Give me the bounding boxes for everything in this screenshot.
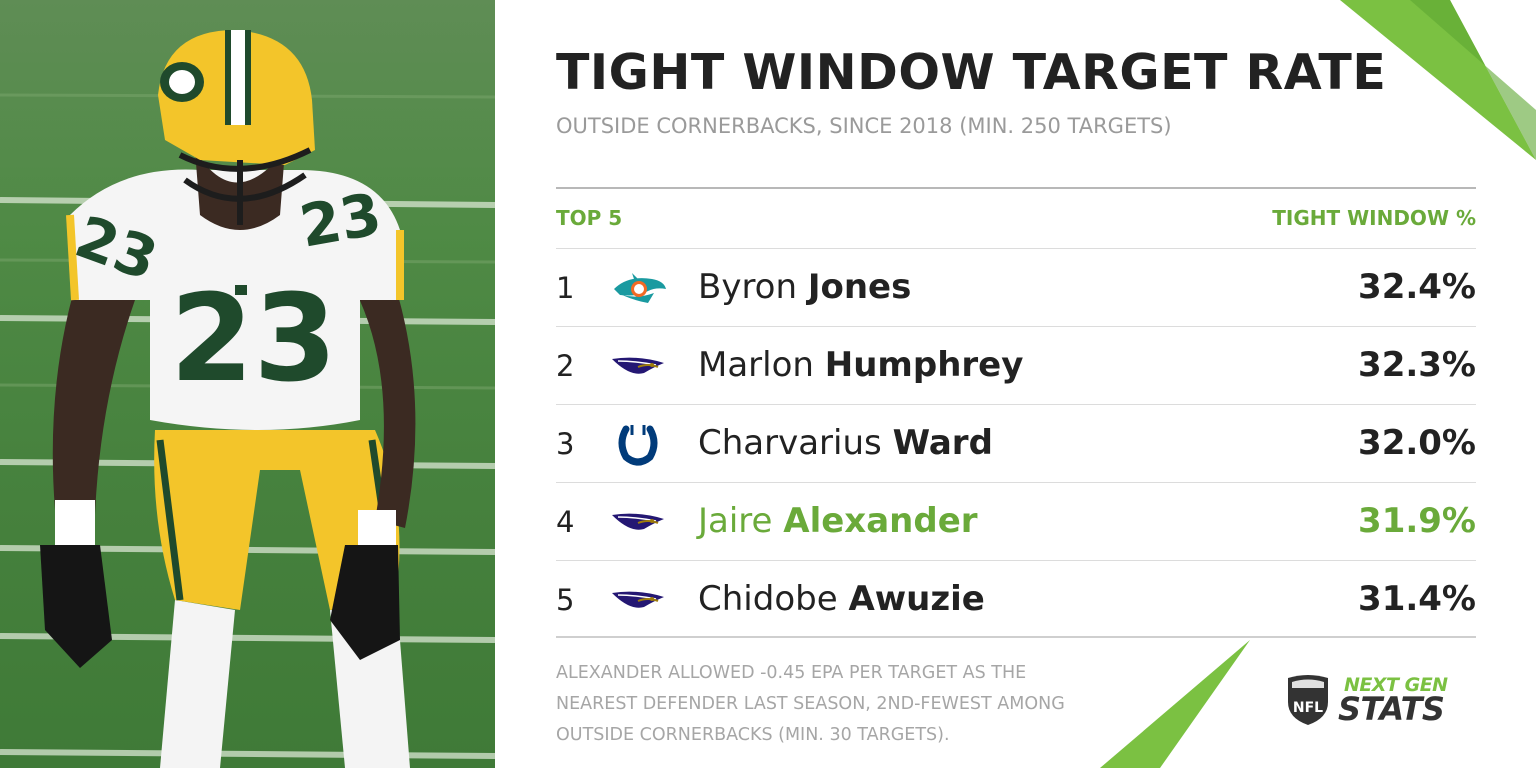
- player-photo-illustration: 23 23 23: [0, 30, 495, 768]
- svg-text:23: 23: [170, 270, 337, 409]
- table-row: 3 Charvarius Ward 32.0%: [556, 404, 1476, 482]
- rank-number: 1: [556, 271, 575, 305]
- tight-window-pct: 32.3%: [1358, 345, 1476, 385]
- page-subtitle: OUTSIDE CORNERBACKS, SINCE 2018 (MIN. 25…: [556, 114, 1172, 138]
- header-divider: [556, 187, 1476, 189]
- rank-number: 2: [556, 349, 575, 383]
- next-gen-stats-logo: NFL NEXT GEN STATS: [1286, 672, 1476, 728]
- page-title: TIGHT WINDOW TARGET RATE: [556, 44, 1387, 101]
- leaderboard-table: 1 Byron Jones 32.4% 2 Marlon Humphrey 32…: [556, 248, 1476, 638]
- tight-window-pct: 32.0%: [1358, 423, 1476, 463]
- player-name: Jaire Alexander: [698, 501, 978, 541]
- tight-window-pct: 32.4%: [1358, 267, 1476, 307]
- rank-column-header: TOP 5: [556, 206, 623, 230]
- player-name: Marlon Humphrey: [698, 345, 1024, 385]
- tight-window-pct: 31.4%: [1358, 579, 1476, 619]
- ravens-logo-icon: [612, 513, 664, 530]
- pct-column-header: TIGHT WINDOW %: [1272, 206, 1476, 230]
- dolphins-logo-icon: [614, 273, 666, 303]
- table-row: 1 Byron Jones 32.4%: [556, 248, 1476, 326]
- rank-number: 4: [556, 505, 575, 539]
- ravens-logo-icon: [612, 357, 664, 374]
- bottom-accent-triangle: [1100, 640, 1250, 768]
- top-right-accent-triangle: [1340, 0, 1536, 160]
- rank-number: 5: [556, 583, 575, 617]
- table-row: 2 Marlon Humphrey 32.3%: [556, 326, 1476, 404]
- ravens-logo-icon: [612, 591, 664, 608]
- colts-logo-icon: [618, 425, 658, 466]
- table-row: 5 Chidobe Awuzie 31.4%: [556, 560, 1476, 638]
- player-name: Charvarius Ward: [698, 423, 993, 463]
- svg-text:NFL: NFL: [1293, 700, 1323, 716]
- brand-line-1: NEXT GEN: [1344, 674, 1448, 696]
- player-name: Byron Jones: [698, 267, 912, 307]
- player-name: Chidobe Awuzie: [698, 579, 985, 619]
- nfl-shield-icon: NFL: [1288, 675, 1328, 725]
- svg-text:23: 23: [295, 180, 386, 261]
- player-photo: 23 23 23: [0, 0, 495, 768]
- tight-window-pct: 31.9%: [1358, 501, 1476, 541]
- brand-line-2: STATS: [1338, 690, 1445, 728]
- footnote: ALEXANDER ALLOWED -0.45 EPA PER TARGET A…: [556, 663, 1065, 745]
- rank-number: 3: [556, 427, 575, 461]
- table-row-highlighted: 4 Jaire Alexander 31.9%: [556, 482, 1476, 560]
